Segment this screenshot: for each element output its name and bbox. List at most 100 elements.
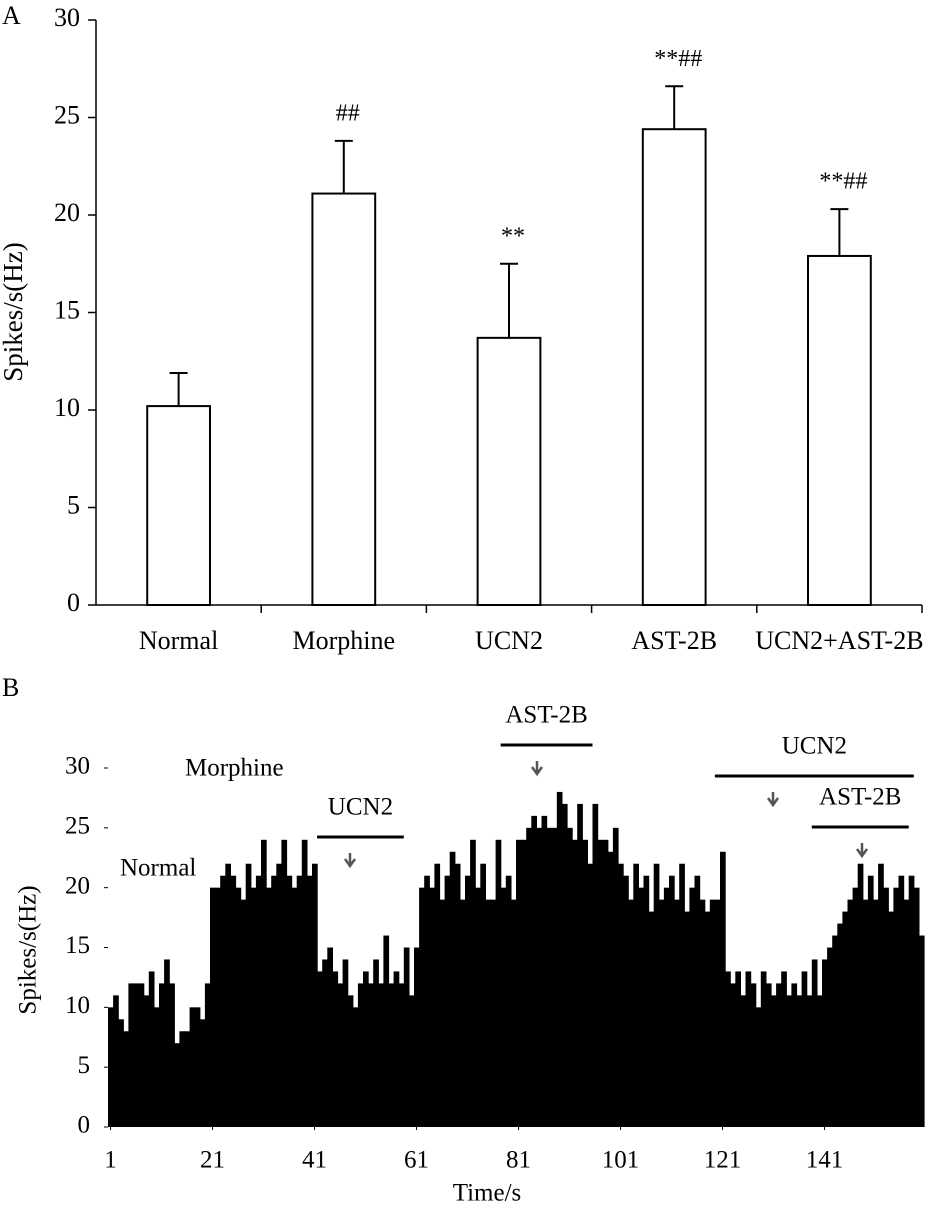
- histogram-bar: [602, 839, 609, 1127]
- histogram-bar: [352, 1007, 359, 1127]
- histogram-bar: [373, 959, 379, 1127]
- histogram-bar: [888, 911, 894, 1127]
- histogram-bar: [567, 827, 573, 1127]
- histogram-bar: [434, 863, 441, 1127]
- histogram-bar: [164, 959, 170, 1127]
- histogram-bar: [873, 899, 879, 1127]
- histogram-bar: [266, 887, 272, 1127]
- x-tick-label: Morphine: [293, 626, 396, 655]
- treatment-label: UCN2: [782, 733, 847, 760]
- histogram-bar: [633, 863, 639, 1127]
- histogram-bar: [832, 935, 838, 1127]
- histogram-bar: [215, 887, 221, 1127]
- x-tick-label: 141: [806, 1147, 844, 1174]
- histogram-bar: [210, 887, 216, 1127]
- histogram-bar: [531, 815, 537, 1127]
- bar: [641, 128, 707, 606]
- treatment-label: AST-2B: [505, 702, 587, 729]
- phase-label: Normal: [120, 855, 196, 882]
- histogram-bar: [179, 1031, 186, 1127]
- histogram-bar: [786, 995, 792, 1127]
- histogram-bar: [551, 827, 558, 1127]
- histogram-bar: [811, 959, 818, 1127]
- y-tick-label: 0: [67, 588, 80, 617]
- histogram-bar: [312, 863, 318, 1127]
- histogram-bar: [536, 827, 543, 1127]
- y-tick-label: 5: [78, 1052, 91, 1079]
- x-tick-label: UCN2+AST-2B: [755, 626, 923, 655]
- histogram-bar: [286, 875, 293, 1127]
- histogram-bar: [806, 995, 813, 1127]
- histogram-bar: [250, 887, 257, 1127]
- histogram-bar: [317, 971, 323, 1127]
- histogram-bar: [490, 899, 497, 1127]
- x-tick-label: AST-2B: [631, 626, 717, 655]
- histogram-bar: [883, 887, 889, 1127]
- histogram-bar: [347, 995, 354, 1127]
- histogram-bar: [419, 887, 425, 1127]
- treatment-label: UCN2: [328, 794, 393, 821]
- histogram-bar: [561, 803, 568, 1127]
- bar: [311, 192, 377, 607]
- histogram-bar: [220, 875, 226, 1127]
- histogram-bar: [546, 827, 553, 1127]
- histogram-bar: [261, 839, 267, 1127]
- histogram-bar: [449, 851, 456, 1127]
- histogram-bar: [296, 875, 303, 1127]
- histogram-bar: [709, 899, 716, 1127]
- histogram-bar: [582, 839, 588, 1127]
- histogram-bar: [867, 875, 874, 1127]
- y-tick-label: 30: [54, 3, 80, 32]
- histogram-bar: [510, 899, 517, 1127]
- histogram-bar: [669, 875, 675, 1127]
- histogram-bar: [607, 851, 614, 1127]
- histogram-bar: [684, 911, 690, 1127]
- histogram-bar: [383, 935, 390, 1127]
- y-axis-label: Spikes/s(Hz): [0, 242, 28, 381]
- histogram-bar: [444, 875, 451, 1127]
- histogram-bar: [516, 839, 522, 1127]
- histogram-bar: [189, 1007, 196, 1127]
- histogram-bar: [521, 839, 527, 1127]
- histogram-bar: [725, 971, 731, 1127]
- histogram-bar: [424, 875, 430, 1127]
- histogram-bar: [143, 995, 150, 1127]
- histogram-bar: [776, 983, 782, 1127]
- histogram-bar: [816, 995, 823, 1127]
- histogram-bar: [271, 875, 277, 1127]
- histogram-bar: [429, 887, 435, 1127]
- histogram-bar: [750, 983, 757, 1127]
- x-tick-label: Normal: [139, 626, 218, 655]
- bar: [146, 405, 211, 606]
- histogram-bar: [572, 839, 578, 1127]
- histogram-bar: [414, 947, 420, 1127]
- histogram-bar: [148, 971, 155, 1127]
- histogram-bar: [837, 923, 843, 1127]
- histogram-bar: [337, 983, 344, 1127]
- panel-label: B: [2, 673, 19, 702]
- histogram-bar: [852, 887, 859, 1127]
- histogram-bar: [368, 983, 374, 1127]
- x-tick-label: UCN2: [475, 626, 543, 655]
- histogram-bar: [378, 983, 384, 1127]
- y-tick-label: 15: [54, 295, 80, 324]
- histogram-bar: [225, 863, 231, 1127]
- histogram-bar: [694, 875, 701, 1127]
- histogram-bar: [388, 983, 395, 1127]
- histogram-bar: [470, 839, 476, 1127]
- histogram-bar: [781, 971, 787, 1127]
- histogram-bar: [612, 827, 619, 1127]
- histogram-bar: [765, 983, 772, 1127]
- y-tick-label: 10: [54, 393, 80, 422]
- histogram-bar: [638, 887, 645, 1127]
- histogram-bar: [475, 887, 481, 1127]
- x-axis-label: Time/s: [453, 1180, 522, 1207]
- histogram-bar: [791, 983, 798, 1127]
- x-tick-label: 21: [200, 1147, 225, 1174]
- histogram-bar: [118, 1019, 124, 1127]
- histogram-bar: [255, 875, 262, 1127]
- histogram-bar: [674, 899, 680, 1127]
- y-axis-label: Spikes/s(Hz): [15, 885, 42, 1014]
- histogram-bar: [276, 863, 282, 1127]
